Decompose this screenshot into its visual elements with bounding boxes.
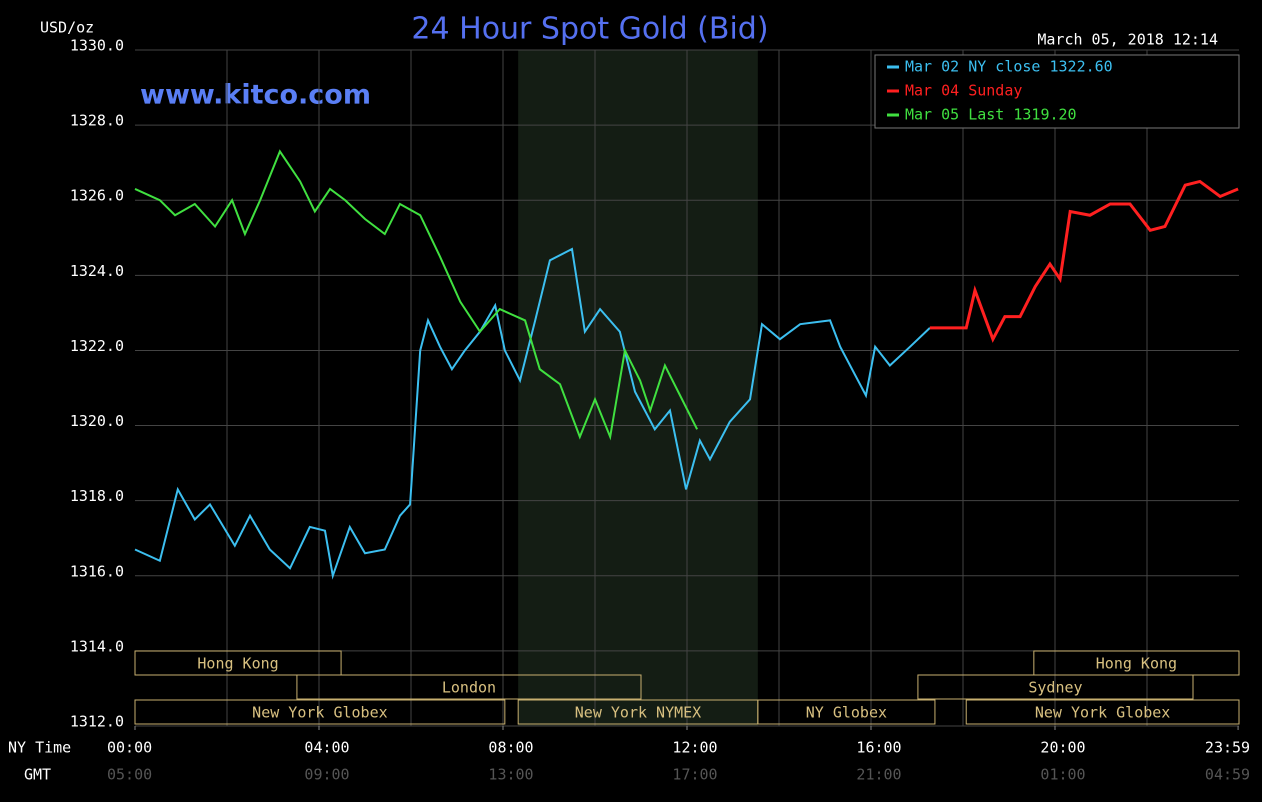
legend-label: Mar 04 Sunday bbox=[905, 82, 1022, 100]
timestamp: March 05, 2018 12:14 bbox=[1037, 31, 1218, 49]
session-label: Sydney bbox=[1028, 679, 1082, 697]
session-label: Hong Kong bbox=[1096, 655, 1177, 673]
session-box bbox=[134, 650, 342, 676]
y-tick-label: 1326.0 bbox=[70, 187, 124, 205]
chart-title: 24 Hour Spot Gold (Bid) bbox=[411, 12, 768, 47]
gmt-tick-label: 01:00 bbox=[1040, 766, 1085, 784]
x-tick-label: 16:00 bbox=[856, 739, 901, 757]
y-tick-label: 1322.0 bbox=[70, 337, 124, 355]
y-tick-label: 1324.0 bbox=[70, 262, 124, 280]
y-tick-label: 1320.0 bbox=[70, 412, 124, 430]
legend-label: Mar 05 Last 1319.20 bbox=[905, 106, 1077, 124]
session-box bbox=[965, 699, 1240, 725]
session-label: NY Globex bbox=[806, 704, 887, 722]
session-label: New York NYMEX bbox=[575, 704, 701, 722]
session-box bbox=[757, 699, 936, 725]
x-tick-label: 23:59 bbox=[1205, 739, 1250, 757]
y-axis-label: USD/oz bbox=[40, 19, 94, 37]
legend-label: Mar 02 NY close 1322.60 bbox=[905, 58, 1113, 76]
gmt-axis-label: GMT bbox=[24, 766, 51, 784]
shaded-session bbox=[518, 50, 758, 726]
y-tick-label: 1312.0 bbox=[70, 713, 124, 731]
session-box bbox=[296, 674, 642, 700]
series-line bbox=[134, 149, 699, 441]
gmt-tick-label: 21:00 bbox=[856, 766, 901, 784]
session-label: London bbox=[442, 679, 496, 697]
y-tick-label: 1316.0 bbox=[70, 562, 124, 580]
x-tick-label: 12:00 bbox=[672, 739, 717, 757]
x-tick-label: 04:00 bbox=[304, 739, 349, 757]
session-label: New York Globex bbox=[1035, 704, 1170, 722]
x-tick-label: 08:00 bbox=[488, 739, 533, 757]
y-tick-label: 1328.0 bbox=[70, 112, 124, 130]
gmt-tick-label: 17:00 bbox=[672, 766, 717, 784]
x-axis-label: NY Time bbox=[8, 739, 71, 757]
session-box bbox=[917, 674, 1194, 700]
y-tick-label: 1314.0 bbox=[70, 637, 124, 655]
session-box bbox=[134, 699, 506, 725]
session-label: New York Globex bbox=[252, 704, 387, 722]
legend-box bbox=[874, 54, 1240, 129]
gmt-tick-label: 09:00 bbox=[304, 766, 349, 784]
gmt-tick-label: 04:59 bbox=[1205, 766, 1250, 784]
x-tick-label: 00:00 bbox=[107, 739, 152, 757]
x-tick-label: 20:00 bbox=[1040, 739, 1085, 757]
gmt-tick-label: 05:00 bbox=[107, 766, 152, 784]
gmt-tick-label: 13:00 bbox=[488, 766, 533, 784]
y-tick-label: 1330.0 bbox=[70, 37, 124, 55]
session-label: Hong Kong bbox=[197, 655, 278, 673]
series-line bbox=[929, 179, 1239, 343]
y-tick-label: 1318.0 bbox=[70, 487, 124, 505]
series-line bbox=[134, 247, 931, 580]
watermark: www.kitco.com bbox=[140, 80, 371, 111]
